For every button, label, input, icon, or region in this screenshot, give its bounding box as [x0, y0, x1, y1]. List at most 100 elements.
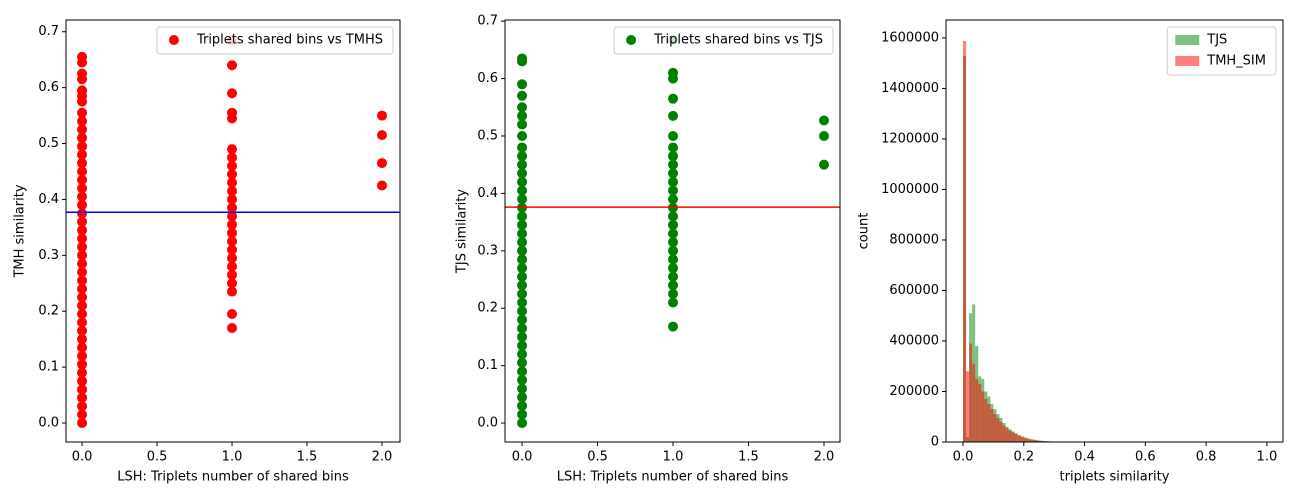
point	[818, 130, 829, 141]
y-tick-label: 0.5	[477, 128, 498, 143]
point	[77, 392, 88, 403]
plot-frame	[945, 19, 1284, 443]
point	[77, 267, 88, 278]
legend-box	[613, 26, 834, 55]
point	[517, 409, 528, 420]
point	[517, 151, 528, 162]
x-tick-label: 0.6	[1135, 450, 1156, 465]
point	[517, 79, 528, 90]
point	[227, 278, 238, 289]
legend-marker	[168, 35, 179, 45]
plot-frame	[504, 19, 841, 443]
point	[668, 168, 679, 179]
point	[77, 158, 88, 169]
point	[77, 174, 88, 185]
point	[517, 297, 528, 308]
point	[517, 306, 528, 317]
point	[227, 160, 238, 171]
point	[227, 253, 238, 264]
point	[77, 116, 88, 127]
point	[77, 233, 88, 244]
hist-bar	[975, 378, 979, 442]
point	[77, 183, 88, 194]
point	[77, 124, 88, 135]
x-tick-label: 0.8	[1196, 450, 1217, 465]
point	[517, 159, 528, 170]
x-axis-label: LSH: Triplets number of shared bins	[117, 470, 349, 485]
y-tick-label: 0.6	[38, 80, 59, 95]
point	[668, 254, 679, 265]
point	[227, 60, 238, 71]
x-tick-label: 1.0	[663, 450, 684, 465]
hist-bar	[999, 421, 1003, 442]
point	[227, 219, 238, 230]
point	[517, 219, 528, 230]
y-tick-label: 0.1	[477, 358, 498, 373]
point	[377, 130, 388, 141]
point	[77, 367, 88, 378]
hist-bar	[990, 409, 994, 442]
x-tick-label: 0.0	[72, 450, 93, 465]
y-tick-label: 0.5	[38, 136, 59, 151]
point	[77, 141, 88, 152]
y-tick-label: 600000	[889, 283, 939, 298]
y-tick-label: 0.1	[38, 360, 59, 375]
panel: 0.0 0.5 1.0 1.5 2.0 0.0 0.1 0.2 0.3 0.4 0.5 0.6 0.7 L…	[13, 19, 401, 485]
hist-bar	[1014, 434, 1018, 442]
point	[818, 159, 829, 170]
x-tick-label: 0.4	[1074, 450, 1095, 465]
point	[227, 211, 238, 222]
y-tick-label: 0.3	[38, 248, 59, 263]
legend: TJS TMH_SIM	[1166, 26, 1277, 76]
point	[77, 107, 88, 118]
hist-bar	[1005, 428, 1009, 442]
point	[77, 309, 88, 320]
point	[668, 237, 679, 248]
y-tick-label: 1600000	[881, 30, 939, 45]
legend-label: TMH_SIM	[1206, 54, 1266, 69]
point	[227, 261, 238, 272]
point	[517, 400, 528, 411]
y-tick-label: 1200000	[881, 131, 939, 146]
hist-bar	[1023, 437, 1027, 442]
hist-bar	[1042, 440, 1046, 442]
point	[377, 158, 388, 169]
point	[77, 359, 88, 370]
point	[377, 110, 388, 121]
point	[517, 119, 528, 130]
point	[668, 321, 679, 332]
point	[517, 383, 528, 394]
hist-bar	[969, 343, 973, 442]
legend-label: Triplets shared bins vs TJS	[653, 33, 823, 48]
point	[377, 180, 388, 191]
point	[227, 144, 238, 155]
point	[668, 159, 679, 170]
hist-bar	[981, 391, 985, 442]
x-tick-label: 2.0	[814, 450, 835, 465]
y-axis-label: TMH similarity	[13, 184, 28, 278]
point	[77, 85, 88, 96]
panel: 0.0 0.2 0.4 0.6 0.8 1.0 0 200000 400000 600000 800…	[857, 19, 1284, 485]
point	[517, 263, 528, 274]
point	[227, 169, 238, 180]
point	[517, 142, 528, 153]
y-tick-label: 0.6	[477, 71, 498, 86]
point	[77, 283, 88, 294]
hist-bar	[984, 399, 988, 442]
point	[77, 250, 88, 261]
point	[517, 357, 528, 368]
y-tick-label: 0.0	[38, 415, 59, 430]
point	[77, 401, 88, 412]
point	[517, 185, 528, 196]
y-tick-label: 0.2	[38, 304, 59, 319]
legend-label: Triplets shared bins vs TMHS	[196, 33, 383, 48]
point	[77, 317, 88, 328]
point	[517, 254, 528, 265]
point	[227, 236, 238, 247]
point	[517, 211, 528, 222]
hist-bar	[972, 363, 976, 442]
y-tick-label: 400000	[889, 333, 939, 348]
point	[517, 194, 528, 205]
point	[77, 225, 88, 236]
legend-label: TJS	[1206, 33, 1227, 48]
